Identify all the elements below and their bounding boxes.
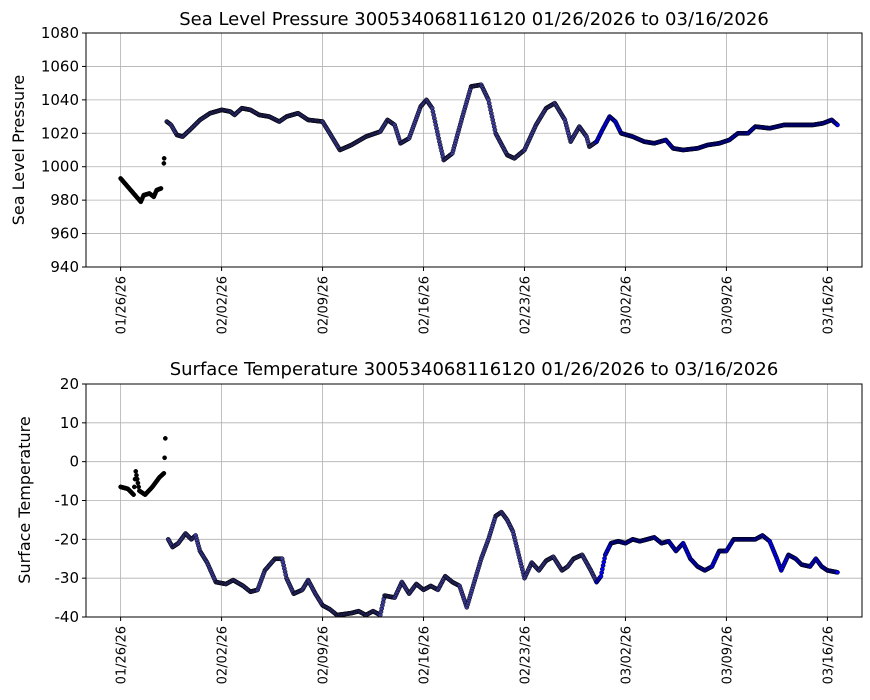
x-tick-label: 02/09/26 xyxy=(317,276,332,334)
data-point xyxy=(131,492,136,498)
data-point xyxy=(161,156,167,161)
x-tick-label: 03/16/26 xyxy=(821,276,836,334)
data-point xyxy=(162,436,168,441)
y-tick-label: -40 xyxy=(55,608,80,626)
x-tick-label: 03/02/26 xyxy=(619,276,634,334)
data-point xyxy=(134,476,140,482)
y-tick-label: 1000 xyxy=(41,158,79,176)
temperature-y-axis-label: Surface Temperature xyxy=(15,416,34,583)
pressure-y-axis-label: Sea Level Pressure xyxy=(9,75,28,226)
data-point xyxy=(835,569,840,575)
x-tick-label: 03/09/26 xyxy=(720,276,735,334)
x-tick-label: 03/02/26 xyxy=(619,626,634,684)
x-tick-label: 02/16/26 xyxy=(418,276,433,334)
y-tick-label: 10 xyxy=(60,414,79,432)
data-point xyxy=(835,122,840,128)
y-tick-label: 980 xyxy=(50,191,79,209)
temperature-chart-title: Surface Temperature 300534068116120 01/2… xyxy=(170,359,779,380)
y-tick-label: 940 xyxy=(50,258,79,276)
pressure-chart: Sea Level Pressure 300534068116120 01/26… xyxy=(9,9,863,334)
y-tick-label: -20 xyxy=(55,530,80,548)
x-tick-label: 01/26/26 xyxy=(115,276,130,334)
data-point xyxy=(136,484,141,490)
temperature-plot-area xyxy=(85,383,863,618)
y-tick-label: 1060 xyxy=(41,57,79,75)
y-tick-label: -30 xyxy=(55,569,80,587)
x-tick-label: 02/09/26 xyxy=(317,626,332,684)
pressure-plot-area xyxy=(85,32,863,268)
x-tick-label: 02/16/26 xyxy=(418,626,433,684)
data-point xyxy=(162,455,167,461)
x-tick-label: 02/02/26 xyxy=(216,276,231,334)
pressure-series xyxy=(118,82,840,205)
x-tick-label: 02/23/26 xyxy=(518,626,533,684)
data-point xyxy=(158,186,164,191)
y-tick-label: -10 xyxy=(55,492,80,510)
data-point xyxy=(134,472,139,478)
data-point xyxy=(135,480,141,486)
x-tick-label: 03/16/26 xyxy=(821,626,836,684)
y-tick-label: 1020 xyxy=(41,124,79,142)
data-point xyxy=(133,469,139,474)
y-tick-label: 1080 xyxy=(41,24,79,42)
y-tick-label: 1040 xyxy=(41,91,79,109)
data-point xyxy=(161,161,167,166)
data-point xyxy=(161,470,167,476)
data-point xyxy=(131,484,137,490)
y-tick-label: 960 xyxy=(50,225,79,243)
x-tick-label: 03/09/26 xyxy=(720,626,735,684)
x-tick-label: 02/23/26 xyxy=(518,276,533,334)
y-tick-label: 0 xyxy=(69,453,79,471)
pressure-chart-title: Sea Level Pressure 300534068116120 01/26… xyxy=(179,9,769,30)
x-tick-label: 01/26/26 xyxy=(115,626,130,684)
y-tick-label: 20 xyxy=(60,375,79,393)
x-tick-label: 02/02/26 xyxy=(216,626,231,684)
temperature-series xyxy=(118,436,840,618)
temperature-chart: Surface Temperature 300534068116120 01/2… xyxy=(15,359,863,684)
